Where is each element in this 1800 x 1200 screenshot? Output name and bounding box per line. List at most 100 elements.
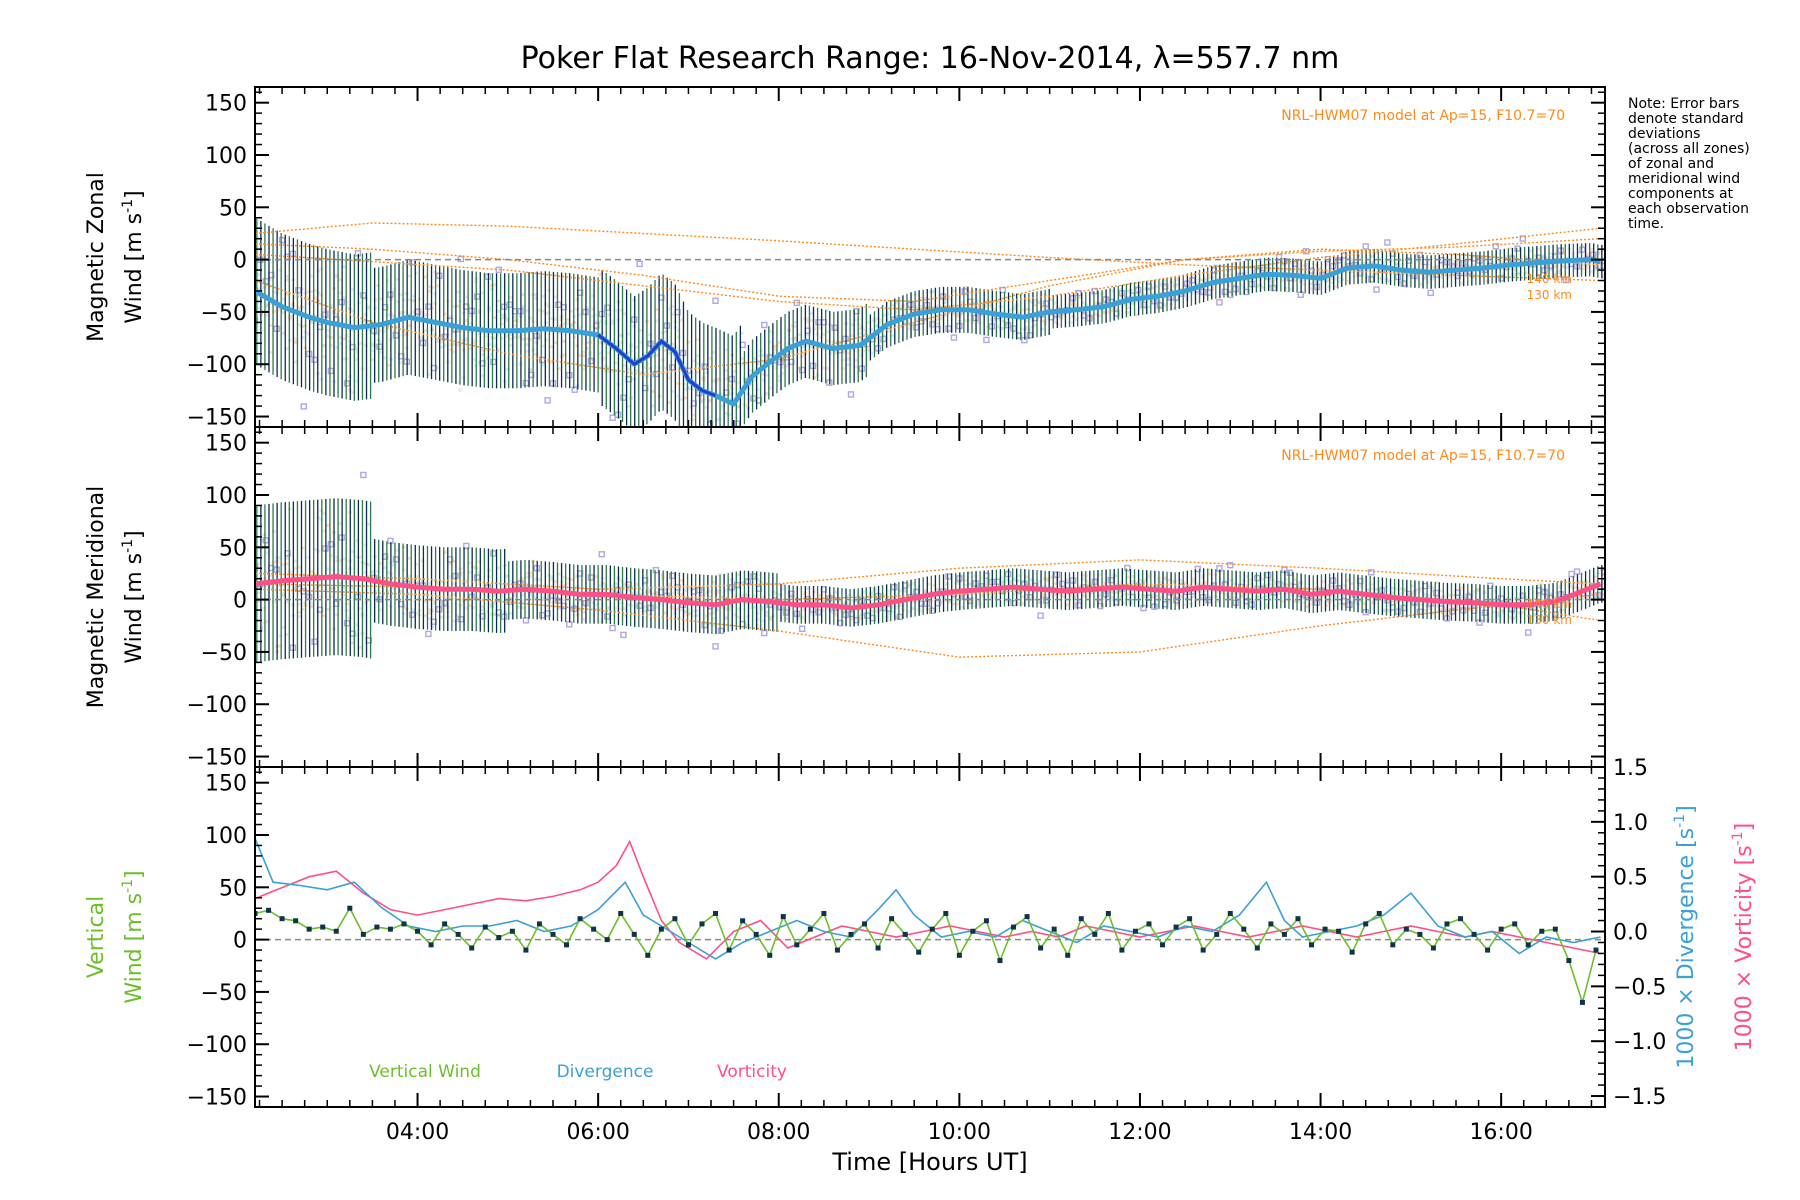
zone-wind-point <box>831 324 838 332</box>
zone-sample-point <box>1011 592 1016 596</box>
zone-sample-point <box>499 313 504 317</box>
zone-sample-point <box>1289 585 1294 589</box>
zone-sample-point <box>366 248 371 252</box>
zone-wind-point <box>1194 565 1201 573</box>
zone-sample-point <box>271 290 276 294</box>
zone-sample-point <box>1501 260 1506 264</box>
zone-sample-point <box>452 305 457 309</box>
zone-sample-point <box>881 593 886 597</box>
zone-sample-point <box>1305 605 1310 609</box>
zone-sample-point <box>1289 261 1294 265</box>
zone-sample-point <box>1261 583 1266 587</box>
zone-sample-point <box>904 310 909 314</box>
zone-sample-point <box>1096 599 1101 603</box>
zone-sample-point <box>268 302 273 306</box>
zone-sample-point <box>1393 601 1398 605</box>
zone-sample-point <box>910 582 915 586</box>
zone-sample-point <box>1179 293 1184 297</box>
zone-sample-point <box>1295 600 1300 604</box>
zone-sample-point <box>1248 278 1253 282</box>
zone-sample-point <box>414 575 419 579</box>
zone-sample-point <box>313 314 318 318</box>
zone-sample-point <box>654 307 659 311</box>
zone-sample-point <box>682 596 687 600</box>
hwm07-model-curve <box>255 238 1601 303</box>
zone-sample-point <box>869 593 874 597</box>
zone-sample-point <box>964 286 969 290</box>
zone-sample-point <box>948 310 953 314</box>
zone-sample-point <box>667 400 672 404</box>
zone-sample-point <box>480 616 485 620</box>
zone-sample-point <box>426 616 431 620</box>
zone-sample-point <box>1558 609 1563 613</box>
zone-sample-point <box>619 334 624 338</box>
zone-sample-point <box>1435 267 1440 271</box>
zone-sample-point <box>783 606 788 610</box>
zone-wind-point <box>278 236 286 244</box>
zone-sample-point <box>278 556 283 560</box>
zone-sample-point <box>1273 275 1278 279</box>
zone-sample-point <box>1106 310 1111 314</box>
zone-sample-point <box>1191 594 1196 598</box>
zone-sample-point <box>739 363 744 367</box>
zone-sample-point <box>483 581 488 585</box>
zone-sample-point <box>556 599 561 603</box>
zone-sample-point <box>300 336 305 340</box>
zone-sample-point <box>309 319 314 323</box>
zone-sample-point <box>493 593 498 597</box>
zone-sample-point <box>825 339 830 343</box>
zone-sample-point <box>992 319 997 323</box>
zone-sample-point <box>350 550 355 554</box>
zone-sample-point <box>1122 601 1127 605</box>
zone-sample-point <box>875 316 880 320</box>
zone-sample-point <box>783 611 788 615</box>
y-tick-label: −100 <box>187 693 247 718</box>
zone-sample-point <box>1545 606 1550 610</box>
zone-sample-point <box>1267 581 1272 585</box>
zone-sample-point <box>812 345 817 349</box>
zone-sample-point <box>527 591 532 595</box>
zone-sample-point <box>736 573 741 577</box>
zone-sample-point <box>1463 265 1468 269</box>
zone-sample-point <box>711 580 716 584</box>
zone-sample-point <box>1021 308 1026 312</box>
zone-sample-point <box>1245 575 1250 579</box>
zone-sample-point <box>1476 255 1481 259</box>
zone-sample-point <box>442 551 447 555</box>
zone-sample-point <box>578 608 583 612</box>
zone-sample-point <box>960 574 965 578</box>
zone-sample-point <box>335 275 340 279</box>
zone-sample-point <box>499 336 504 340</box>
zone-sample-point <box>1065 577 1070 581</box>
zone-sample-point <box>1438 276 1443 280</box>
zone-sample-point <box>363 313 368 317</box>
zone-sample-point <box>1081 593 1086 597</box>
zone-sample-point <box>1406 592 1411 596</box>
zone-sample-point <box>1239 291 1244 295</box>
zone-sample-point <box>411 294 416 298</box>
zone-sample-point <box>366 598 371 602</box>
zone-sample-point <box>720 599 725 603</box>
zone-sample-point <box>1179 578 1184 582</box>
zone-sample-point <box>569 587 574 591</box>
zone-sample-point <box>1517 611 1522 615</box>
zone-sample-point <box>363 543 368 547</box>
zone-sample-point <box>1324 263 1329 267</box>
zone-sample-point <box>1280 599 1285 603</box>
zone-sample-point <box>663 588 668 592</box>
zone-wind-point <box>701 621 708 629</box>
zone-sample-point <box>1558 256 1563 260</box>
zone-sample-point <box>1318 281 1323 285</box>
zone-sample-point <box>1422 273 1427 277</box>
zone-sample-point <box>1435 604 1440 608</box>
zone-sample-point <box>670 389 675 393</box>
zone-sample-point <box>1021 595 1026 599</box>
zone-sample-point <box>989 318 994 322</box>
zone-sample-point <box>578 595 583 599</box>
zone-sample-point <box>527 316 532 320</box>
zone-sample-point <box>524 308 529 312</box>
zone-sample-point <box>1536 583 1541 587</box>
zone-sample-point <box>1431 277 1436 281</box>
zone-wind-point <box>896 613 903 621</box>
zone-sample-point <box>414 580 419 584</box>
